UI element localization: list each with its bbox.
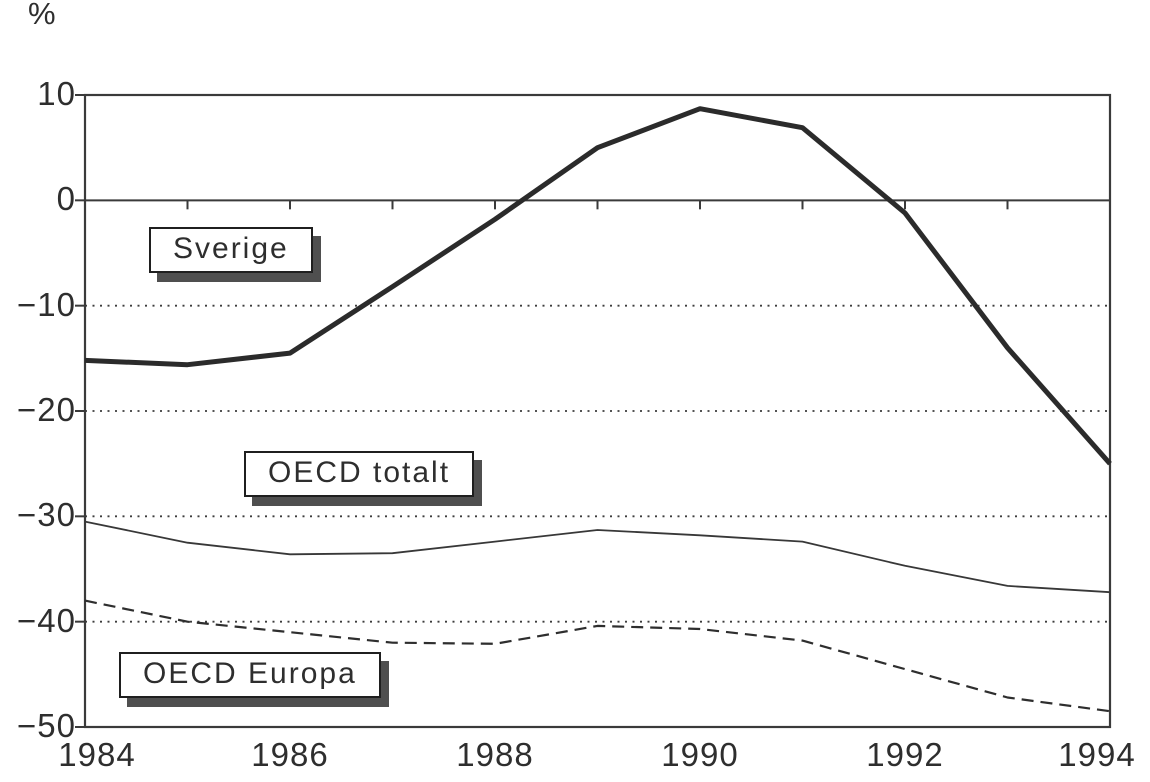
x-tick-label: 1986 — [251, 736, 329, 773]
x-tick-label: 1984 — [58, 736, 136, 773]
y-tick-label: −20 — [17, 391, 76, 429]
y-tick-label: 10 — [37, 75, 76, 113]
x-tick-label: 1990 — [661, 736, 739, 773]
x-tick-label: 1988 — [456, 736, 534, 773]
series-label-oecd-totalt: OECD totalt — [244, 451, 475, 497]
plot-border — [83, 93, 1112, 729]
y-tick-label: −50 — [17, 707, 76, 745]
series-label-oecd-europa: OECD Europa — [119, 652, 381, 698]
y-tick-label: 0 — [56, 180, 76, 218]
series-label-sverige: Sverige — [149, 227, 313, 273]
x-tick-label: 1994 — [1058, 736, 1136, 773]
x-tick-label: 1992 — [866, 736, 944, 773]
y-tick-label: −30 — [17, 496, 76, 534]
y-tick-label: −10 — [17, 285, 76, 323]
y-tick-label: −40 — [17, 601, 76, 639]
series-line-oecd-totalt — [84, 520, 1111, 594]
y-axis-unit-label: % — [28, 0, 57, 31]
series-line-oecd-europa — [84, 599, 1111, 713]
series-line-sverige — [84, 106, 1112, 466]
